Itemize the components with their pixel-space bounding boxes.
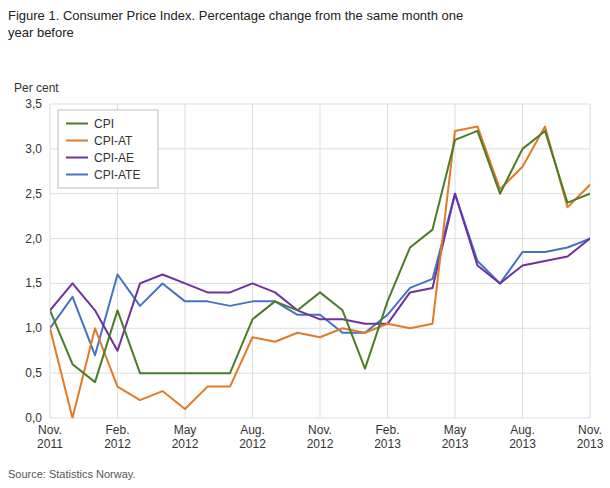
y-tick-label: 3,5: [25, 97, 42, 111]
grid: [50, 104, 590, 418]
text-line: 2013: [442, 437, 469, 451]
x-tick-label: Aug.2013: [509, 423, 536, 451]
chart-svg: Figure 1. Consumer Price Index. Percenta…: [0, 0, 610, 488]
y-tick-label: 1,0: [25, 321, 42, 335]
text-line: 2012: [307, 437, 334, 451]
legend-label: CPI-ATE: [94, 168, 140, 182]
background: [0, 0, 610, 488]
text-line: 2012: [104, 437, 131, 451]
text-line: 2012: [172, 437, 199, 451]
y-tick-label: 3,0: [25, 142, 42, 156]
series-line: [50, 194, 590, 355]
title: Figure 1. Consumer Price Index. Percenta…: [8, 8, 463, 40]
text-line: Nov.: [308, 423, 332, 437]
x-tick-label: Nov.2012: [307, 423, 334, 451]
text-line: 2012: [239, 437, 266, 451]
legend-label: CPI: [94, 117, 114, 131]
legend-swatch: [66, 174, 88, 176]
text-line: 2013: [577, 437, 604, 451]
x-grid-line: [320, 104, 321, 418]
legend-box: [58, 110, 158, 188]
x-grid-line: [50, 104, 51, 418]
x-grid-line: [387, 104, 388, 418]
x-tick-label: Feb.2012: [104, 423, 131, 451]
text-line: Nov.: [38, 423, 62, 437]
x-grid-line: [252, 104, 253, 418]
text-line: 2011: [37, 437, 63, 451]
x-tick-label: Nov.2011: [37, 423, 63, 451]
y-tick-label: 0,5: [25, 366, 42, 380]
legend: CPI CPI-AT CPI-AE CPI-ATE: [58, 110, 158, 188]
text-line: year before: [8, 25, 74, 40]
text-line: 2013: [509, 437, 536, 451]
text-line: May: [174, 423, 197, 437]
text-line: Figure 1. Consumer Price Index. Percenta…: [8, 8, 463, 23]
x-grid-line: [590, 104, 591, 418]
y-axis-label: Per cent: [14, 81, 59, 95]
x-grid-line: [185, 104, 186, 418]
text-line: Feb.: [105, 423, 129, 437]
series-lines: [50, 126, 590, 418]
text-line: Feb.: [375, 423, 399, 437]
legend-swatch: [66, 140, 88, 142]
text-line: Aug.: [510, 423, 535, 437]
x-tick-label: Nov.2013: [577, 423, 604, 451]
x-tick-label: Aug.2012: [239, 423, 266, 451]
x-tick-label: May2013: [442, 423, 469, 451]
y-tick-label: 2,5: [25, 187, 42, 201]
x-grid-line: [455, 104, 456, 418]
series-line: [50, 131, 590, 382]
annotation: Source: Statistics Norway.: [8, 468, 136, 480]
series-line: [50, 194, 590, 351]
y-tick-label: 1,5: [25, 276, 42, 290]
chart-container: Figure 1. Consumer Price Index. Percenta…: [0, 0, 610, 488]
text-line: 2013: [374, 437, 401, 451]
text-line: Nov.: [578, 423, 602, 437]
axes: 0,00,51,01,52,02,53,03,5Nov.2011Feb.2012…: [25, 97, 603, 451]
legend-swatch: [66, 157, 88, 159]
x-tick-label: May2012: [172, 423, 199, 451]
legend-swatch: [66, 123, 88, 125]
text-line: Aug.: [240, 423, 265, 437]
legend-label: CPI-AE: [94, 151, 134, 165]
y-tick-label: 2,0: [25, 232, 42, 246]
text-line: May: [444, 423, 467, 437]
x-tick-label: Feb.2013: [374, 423, 401, 451]
legend-label: CPI-AT: [94, 134, 133, 148]
series-line: [50, 126, 590, 418]
